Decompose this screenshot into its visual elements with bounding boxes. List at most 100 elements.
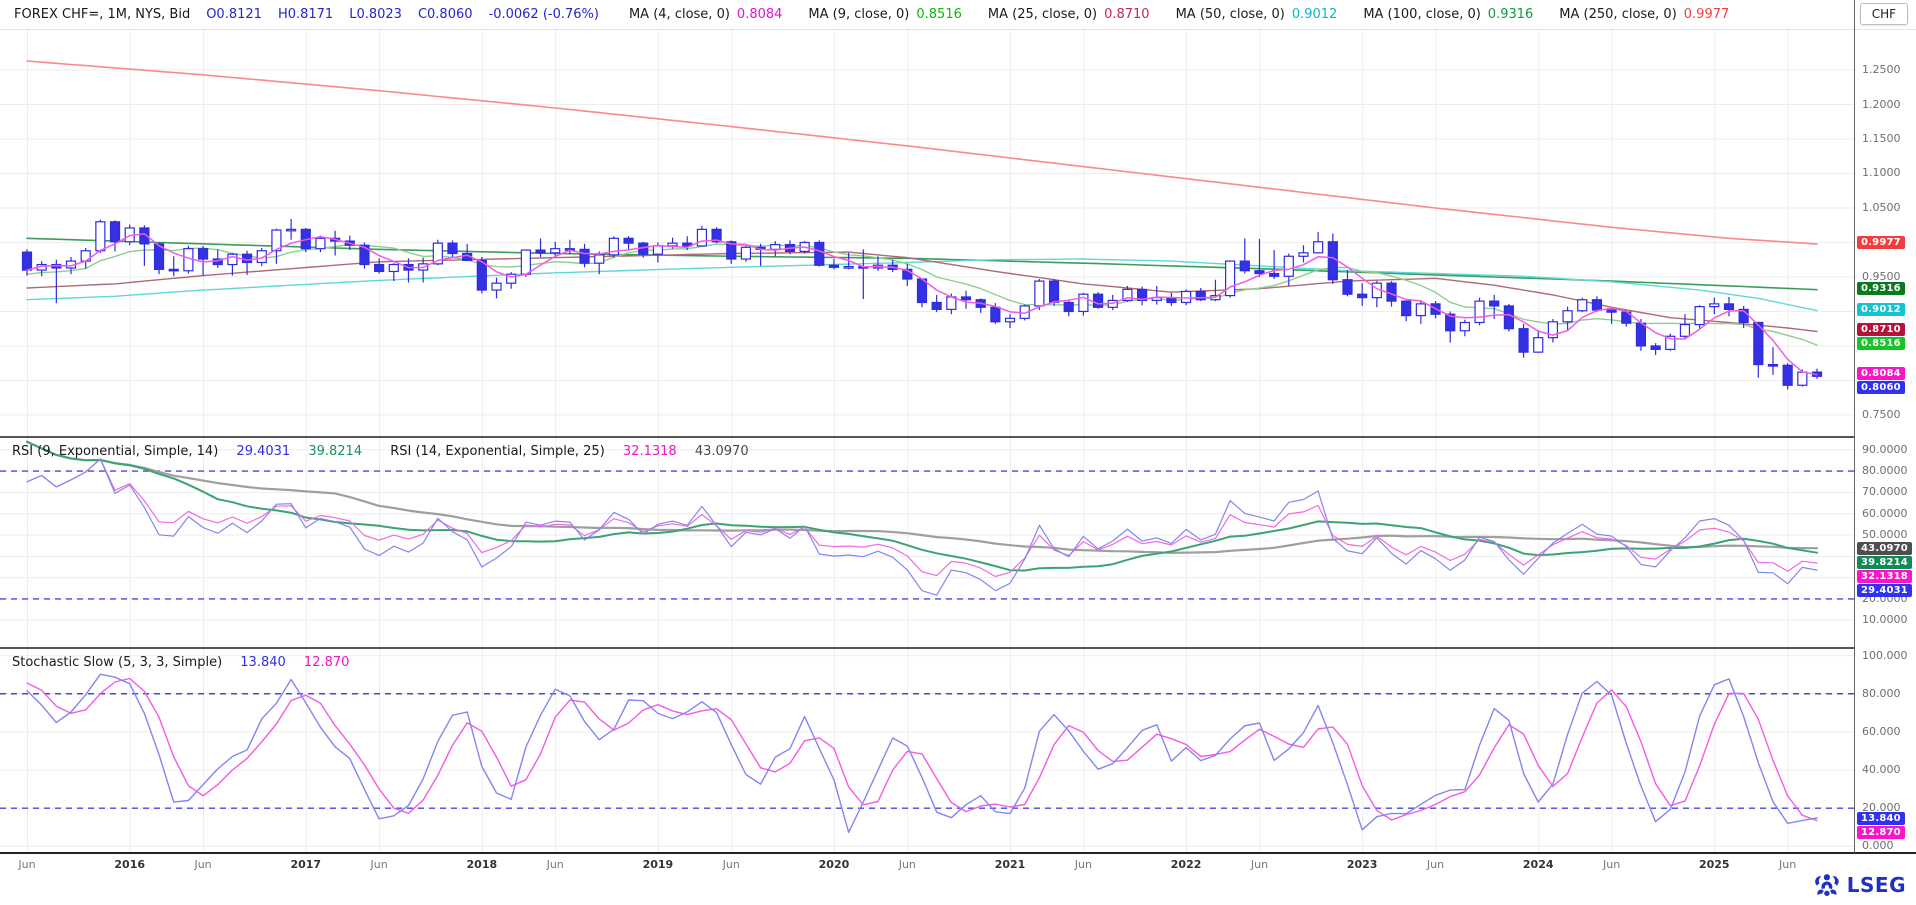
time-axis-label: Jun [370, 858, 388, 871]
axis-value-badge: 29.4031 [1857, 583, 1912, 597]
axis-tick-label: 0.7500 [1862, 407, 1901, 421]
axis-tick-label: 1.1000 [1862, 166, 1901, 180]
time-axis-label: Jun [1779, 858, 1797, 871]
rsi-pane[interactable]: RSI (9, Exponential, Simple, 14) 29.4031… [0, 437, 1854, 648]
stochastic-d-value: 12.870 [303, 655, 350, 670]
ma-legend-value: 0.8084 [736, 7, 783, 22]
time-axis-label: 2024 [1522, 858, 1554, 871]
price-chart-canvas[interactable] [0, 30, 1854, 437]
lseg-logo: LSEG [1813, 872, 1906, 898]
lseg-crest-icon [1814, 874, 1839, 896]
stochastic-legend[interactable]: Stochastic Slow (5, 3, 3, Simple) 13.840… [12, 655, 363, 670]
time-axis-label: 2018 [466, 858, 498, 871]
axis-value-badge: 12.870 [1857, 825, 1905, 839]
stochastic-pane[interactable]: Stochastic Slow (5, 3, 3, Simple) 13.840… [0, 648, 1854, 852]
axis-value-badge: 0.9977 [1857, 236, 1905, 250]
net-change-value: -0.0062 (-0.76%) [488, 7, 599, 22]
axis-value-badge: 32.1318 [1857, 569, 1912, 583]
rsi1-title: RSI (9, Exponential, Simple, 14) [12, 444, 219, 459]
ma-legend-label: MA (50, close, 0) [1175, 7, 1285, 22]
axis-tick-label: 1.1500 [1862, 131, 1901, 145]
ma-legend-label: MA (4, close, 0) [628, 7, 730, 22]
axis-tick-label: 60.0000 [1862, 506, 1908, 520]
axis-value-badge: 0.8516 [1857, 337, 1905, 351]
ma-legend-label: MA (9, close, 0) [808, 7, 910, 22]
pane-separator[interactable] [0, 647, 1916, 649]
price-chart-pane[interactable] [0, 30, 1854, 437]
ma-legend-value: 0.9012 [1291, 7, 1338, 22]
pane-separator[interactable] [0, 436, 1916, 438]
time-axis-label: Jun [18, 858, 36, 871]
axis-tick-label: 70.0000 [1862, 485, 1908, 499]
rsi2-title: RSI (14, Exponential, Simple, 25) [390, 444, 605, 459]
high-value: H0.8171 [277, 7, 334, 22]
ma-legend-item-50[interactable]: MA (50, close, 0) 0.9012 [1176, 7, 1338, 22]
axis-value-badge: 13.840 [1857, 811, 1905, 825]
ma-legend-item-250[interactable]: MA (250, close, 0) 0.9977 [1559, 7, 1729, 22]
xaxis-separator [0, 852, 1916, 854]
time-axis-label: Jun [1602, 858, 1621, 871]
ma-legend-value: 0.9977 [1683, 7, 1730, 22]
axis-value-badge: 0.8710 [1857, 323, 1905, 337]
time-axis-label: 2022 [1170, 858, 1202, 871]
ma-legend-item-25[interactable]: MA (25, close, 0) 0.8710 [988, 7, 1150, 22]
time-axis-label: 2016 [114, 858, 146, 871]
time-axis-label: Jun [1426, 858, 1445, 871]
time-axis-label: Jun [1074, 858, 1092, 871]
rsi1-value: 29.4031 [236, 444, 291, 459]
stochastic-axis[interactable]: 100.000 80.000 60.000 40.000 20.000 0.000 13.8… [1855, 648, 1916, 852]
rsi-chart-canvas[interactable] [0, 437, 1854, 648]
rsi-legend[interactable]: RSI (9, Exponential, Simple, 14) 29.4031… [12, 444, 763, 459]
axis-value-badge: 0.8060 [1857, 380, 1905, 394]
time-axis-label: Jun [546, 858, 564, 871]
axis-value-badge: 0.9012 [1857, 302, 1905, 316]
time-axis-label: Jun [1250, 858, 1269, 871]
ma-legend-value: 0.9316 [1487, 7, 1534, 22]
stochastic-chart-canvas[interactable] [0, 648, 1854, 852]
rsi-axis[interactable]: 90.0000 80.0000 70.0000 60.0000 50.0000 20.00… [1855, 437, 1916, 648]
axis-tick-label: 90.0000 [1862, 442, 1908, 456]
open-value: O0.8121 [206, 7, 262, 22]
time-axis-label: 2023 [1346, 858, 1378, 871]
axis-tick-label: 50.0000 [1862, 528, 1908, 542]
ma-legend-group: MA (4, close, 0) 0.8084 MA (9, close, 0) 0.… [629, 7, 1755, 22]
time-axis-label: 2019 [642, 858, 674, 871]
currency-selector-button[interactable]: CHF [1859, 3, 1908, 25]
ma-legend-item-100[interactable]: MA (100, close, 0) 0.9316 [1363, 7, 1533, 22]
ma-legend-item-9[interactable]: MA (9, close, 0) 0.8516 [808, 7, 961, 22]
ma-legend-item-4[interactable]: MA (4, close, 0) 0.8084 [629, 7, 782, 22]
time-axis-label: 2020 [818, 858, 850, 871]
stochastic-title: Stochastic Slow (5, 3, 3, Simple) [12, 655, 223, 670]
ma-legend-label: MA (25, close, 0) [987, 7, 1098, 22]
ma-legend-label: MA (100, close, 0) [1363, 7, 1481, 22]
axis-tick-label: 40.000 [1862, 763, 1901, 777]
axis-tick-label: 1.2500 [1862, 63, 1901, 76]
axis-tick-label: 20.000 [1862, 801, 1901, 815]
instrument-legend[interactable]: FOREX CHF=, 1M, NYS, Bid [14, 7, 191, 22]
axis-tick-label: 0.9500 [1862, 269, 1901, 283]
ma-legend-value: 0.8710 [1104, 7, 1150, 22]
time-axis-label: 2021 [994, 858, 1026, 871]
time-axis-label: 2017 [290, 858, 322, 871]
time-axis-label: 2025 [1698, 858, 1730, 871]
ma-legend-label: MA (250, close, 0) [1559, 7, 1677, 22]
close-value: C0.8060 [417, 7, 473, 22]
ma-legend-value: 0.8516 [916, 7, 962, 22]
axis-value-badge: 43.0970 [1857, 541, 1912, 555]
chart-legend-bar: FOREX CHF=, 1M, NYS, Bid O0.8121 H0.8171… [0, 0, 1916, 30]
rsi2-value: 32.1318 [622, 444, 677, 459]
axis-value-badge: 39.8214 [1857, 555, 1912, 569]
axis-tick-label: 100.000 [1862, 648, 1908, 662]
time-axis-label: Jun [194, 858, 212, 871]
axis-tick-label: 0.000 [1862, 839, 1894, 853]
time-axis[interactable]: Jun 2016 Jun 2017 Jun 2018 Jun 2019 Jun 2020 Jun 20… [0, 854, 1916, 876]
rsi2-smoothing-value: 43.0970 [694, 444, 749, 459]
axis-tick-label: 60.000 [1862, 724, 1901, 738]
low-value: L0.8023 [349, 7, 402, 22]
rsi1-smoothing-value: 39.8214 [308, 444, 363, 459]
axis-tick-label: 1.2000 [1862, 97, 1901, 111]
axis-value-badge: 0.8084 [1857, 366, 1905, 380]
price-axis[interactable]: 1.2500 1.2000 1.1500 1.1000 1.0500 0.9500 0.75… [1855, 30, 1916, 437]
stochastic-k-value: 13.840 [240, 655, 286, 670]
